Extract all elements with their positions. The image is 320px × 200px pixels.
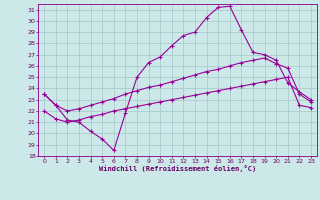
X-axis label: Windchill (Refroidissement éolien,°C): Windchill (Refroidissement éolien,°C) <box>99 165 256 172</box>
